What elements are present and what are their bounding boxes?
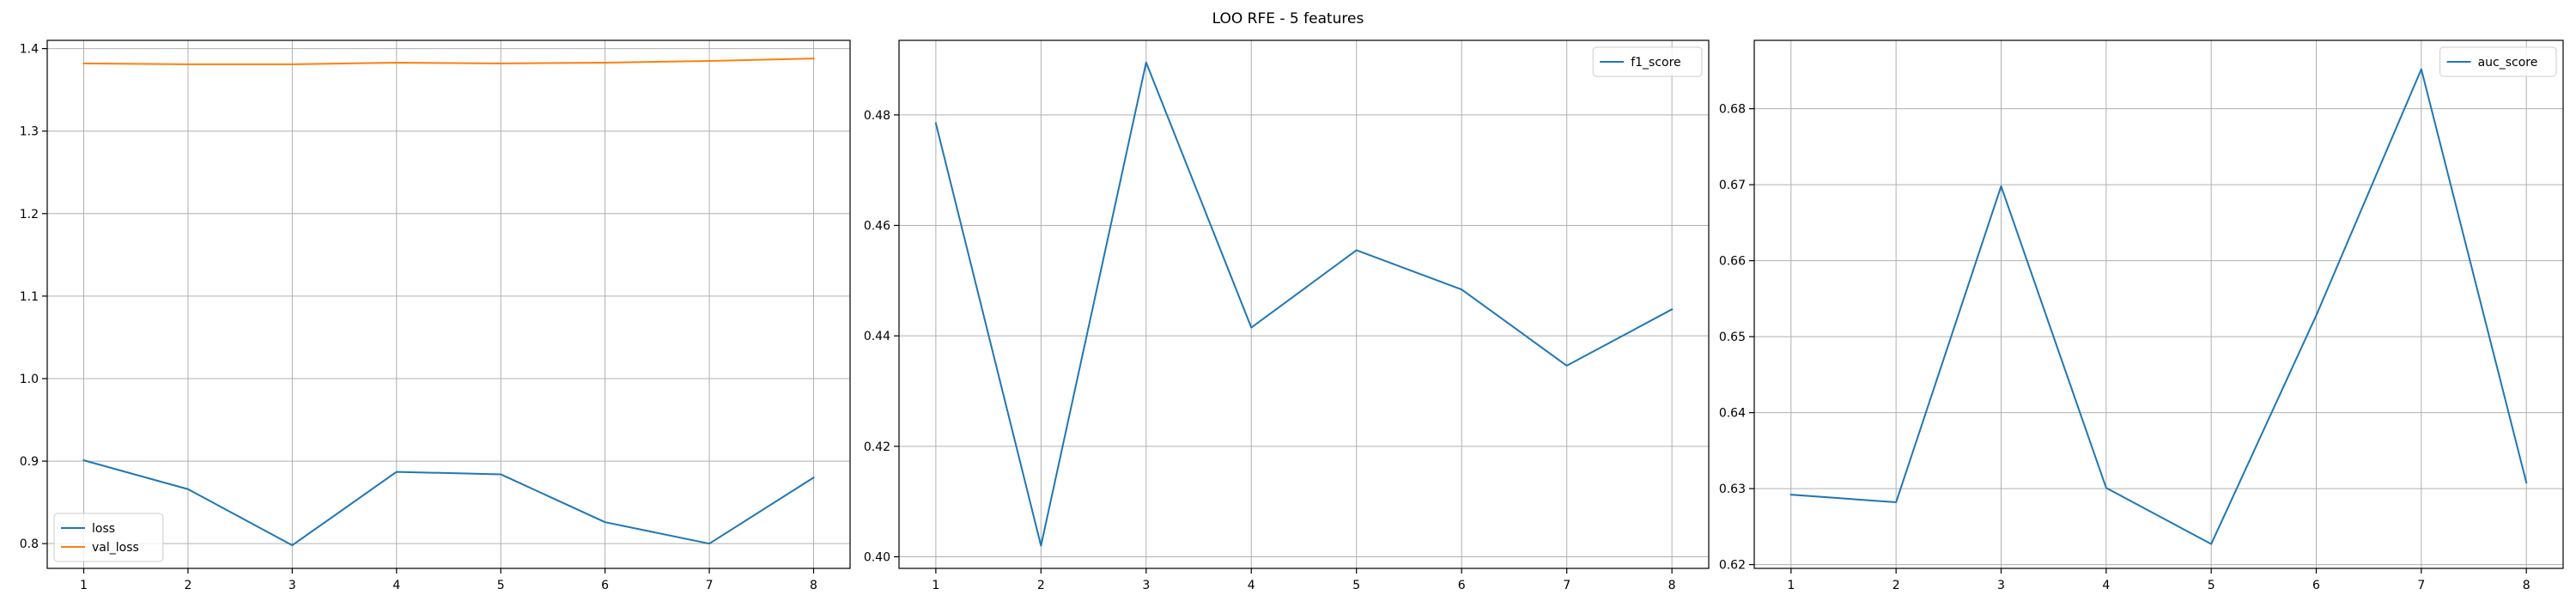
axes-frame — [1753, 39, 2564, 569]
x-tick-label: 6 — [1458, 579, 1466, 592]
y-tick-label: 0.44 — [864, 330, 890, 343]
legend-label-loss: loss — [92, 522, 115, 536]
x-tick-label: 2 — [1893, 579, 1900, 592]
y-tick-label: 0.66 — [1719, 255, 1746, 269]
x-tick-label: 6 — [601, 579, 609, 592]
x-tick-label: 1 — [80, 579, 88, 592]
subplot-3: 1 2 3 4 5 6 7 8 0.62 0.63 0.64 0.65 0.66 0.67 0.68 auc_… — [1719, 39, 2564, 592]
legend: f1_score — [1592, 46, 1703, 77]
y-tick-label: 1.0 — [20, 373, 39, 386]
series-line-loss — [82, 458, 815, 547]
series-line-f1_score — [934, 61, 1674, 547]
x-tick-label: 4 — [392, 579, 400, 592]
y-tick-label: 0.42 — [864, 440, 890, 454]
subplot-1: 1 2 3 4 5 6 7 8 0.8 0.9 1.0 1.1 1.2 1.3 1.4 loss val_los… — [20, 39, 851, 592]
y-tick-label: 1.2 — [20, 208, 39, 222]
x-tick-label: 1 — [1787, 579, 1795, 592]
x-tick-label: 7 — [1563, 579, 1571, 592]
x-tick-label: 8 — [2523, 579, 2530, 592]
x-tick-label: 3 — [289, 579, 296, 592]
x-tick-label: 8 — [1668, 579, 1676, 592]
legend: auc_score — [2439, 46, 2557, 77]
legend-label-auc_score: auc_score — [2478, 56, 2538, 70]
figure-title: LOO RFE - 5 features — [1212, 10, 1364, 27]
x-tick-label: 2 — [184, 579, 191, 592]
y-tick-label: 1.4 — [20, 43, 39, 57]
x-tick-label: 7 — [706, 579, 714, 592]
y-tick-label: 0.63 — [1719, 483, 1746, 496]
x-tick-label: 4 — [1248, 579, 1255, 592]
x-tick-label: 5 — [2208, 579, 2215, 592]
axes-frame — [898, 39, 1710, 569]
axes-frame — [46, 39, 851, 569]
y-tick-label: 0.8 — [20, 537, 39, 551]
y-tick-label: 1.3 — [20, 125, 39, 139]
subplot-2: 1 2 3 4 5 6 7 8 0.40 0.42 0.44 0.46 0.48 f1_score — [864, 39, 1710, 592]
legend-frame — [1592, 46, 1703, 77]
y-tick-label: 0.40 — [864, 550, 890, 564]
subplots: 1 2 3 4 5 6 7 8 0.8 0.9 1.0 1.1 1.2 1.3 1.4 loss val_los… — [20, 39, 2564, 592]
y-tick-label: 0.67 — [1719, 179, 1746, 192]
y-tick-label: 0.62 — [1719, 559, 1746, 573]
x-tick-label: 3 — [1997, 579, 2005, 592]
legend-frame — [2439, 46, 2557, 77]
y-tick-label: 0.9 — [20, 455, 39, 469]
x-tick-label: 8 — [810, 579, 817, 592]
x-tick-label: 7 — [2417, 579, 2425, 592]
y-tick-label: 0.46 — [864, 220, 890, 234]
legend: loss val_loss — [53, 513, 164, 562]
x-tick-label: 4 — [2102, 579, 2110, 592]
legend-label-f1_score: f1_score — [1631, 56, 1680, 70]
series-line-auc_score — [1789, 68, 2528, 545]
y-tick-label: 0.48 — [864, 109, 890, 123]
y-tick-label: 0.65 — [1719, 331, 1746, 344]
y-tick-label: 0.68 — [1719, 103, 1746, 117]
x-tick-label: 2 — [1037, 579, 1045, 592]
x-tick-label: 1 — [932, 579, 939, 592]
x-tick-label: 5 — [1352, 579, 1360, 592]
series-line-val_loss — [82, 58, 815, 65]
x-tick-label: 3 — [1142, 579, 1150, 592]
x-tick-label: 5 — [497, 579, 505, 592]
legend-label-val_loss: val_loss — [92, 541, 139, 555]
x-tick-label: 6 — [2312, 579, 2320, 592]
legend-frame — [53, 513, 164, 562]
y-tick-label: 1.1 — [20, 290, 39, 304]
y-tick-label: 0.64 — [1719, 407, 1746, 421]
